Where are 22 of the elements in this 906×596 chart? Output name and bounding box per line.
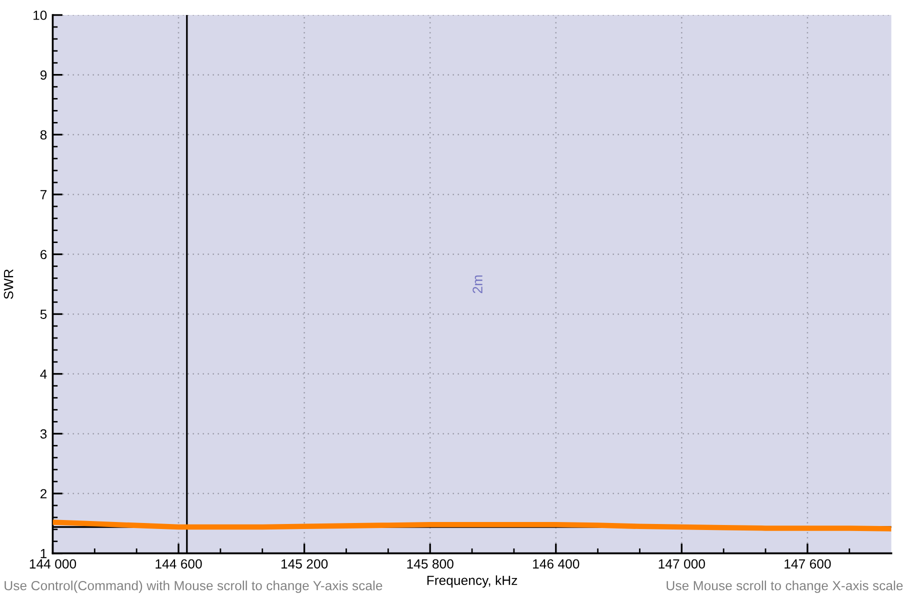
y-tick-label: 10 (34, 10, 47, 20)
x-tick-label: 147 000 (658, 559, 706, 569)
x-tick-label: 146 400 (533, 559, 580, 569)
annotation: 2m (472, 275, 482, 294)
y-tick-label: 9 (40, 70, 47, 80)
y-axis-title: SWR (4, 269, 14, 299)
y-tick-label: 1 (40, 549, 47, 558)
y-tick-label: 5 (40, 310, 47, 319)
x-tick-label: 144 600 (156, 559, 202, 569)
text: Use Mouse scroll to change X-axis scale (666, 580, 903, 593)
y-tick-label: 4 (40, 370, 47, 379)
text: Use Control(Command) with Mouse scroll to change Y-axis scale (4, 580, 382, 593)
x-tick-label: 144 000 (30, 559, 76, 569)
y-tick-label: 7 (40, 190, 47, 200)
x-tick-label: 145 800 (407, 559, 454, 569)
x-tick-label: 145 200 (281, 559, 328, 569)
y-tick-label: 3 (40, 429, 47, 439)
y-tick-label: 2 (40, 489, 47, 498)
y-tick-label: 8 (40, 130, 47, 140)
x-tick-label: 147 600 (784, 559, 831, 569)
y-tick-label: 6 (40, 250, 47, 260)
x-axis-title: Frequency, kHz (427, 575, 518, 588)
